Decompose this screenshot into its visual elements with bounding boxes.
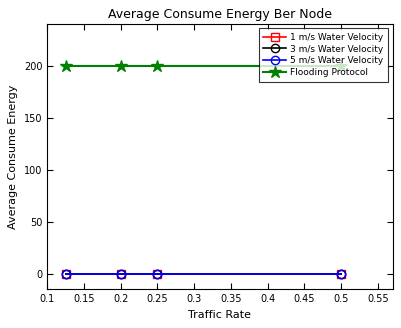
1 m/s Water Velocity — [155, 272, 160, 276]
Y-axis label: Average Consume Energy: Average Consume Energy — [8, 84, 18, 229]
Flooding Protocol — [339, 64, 344, 68]
Line: 3 m/s Water Velocity: 3 m/s Water Velocity — [61, 270, 345, 278]
Line: 1 m/s Water Velocity: 1 m/s Water Velocity — [61, 270, 345, 278]
Title: Average Consume Energy Ber Node: Average Consume Energy Ber Node — [108, 8, 332, 21]
5 m/s Water Velocity — [339, 272, 344, 276]
Flooding Protocol — [63, 64, 68, 68]
Flooding Protocol — [118, 64, 123, 68]
Line: 5 m/s Water Velocity: 5 m/s Water Velocity — [61, 270, 345, 278]
1 m/s Water Velocity — [63, 272, 68, 276]
5 m/s Water Velocity — [155, 272, 160, 276]
Legend: 1 m/s Water Velocity, 3 m/s Water Velocity, 5 m/s Water Velocity, Flooding Proto: 1 m/s Water Velocity, 3 m/s Water Veloci… — [259, 29, 388, 82]
3 m/s Water Velocity — [118, 272, 123, 276]
3 m/s Water Velocity — [339, 272, 344, 276]
1 m/s Water Velocity — [339, 272, 344, 276]
3 m/s Water Velocity — [63, 272, 68, 276]
5 m/s Water Velocity — [63, 272, 68, 276]
5 m/s Water Velocity — [118, 272, 123, 276]
1 m/s Water Velocity — [118, 272, 123, 276]
X-axis label: Traffic Rate: Traffic Rate — [188, 310, 251, 320]
Flooding Protocol — [155, 64, 160, 68]
3 m/s Water Velocity — [155, 272, 160, 276]
Line: Flooding Protocol: Flooding Protocol — [59, 59, 348, 72]
